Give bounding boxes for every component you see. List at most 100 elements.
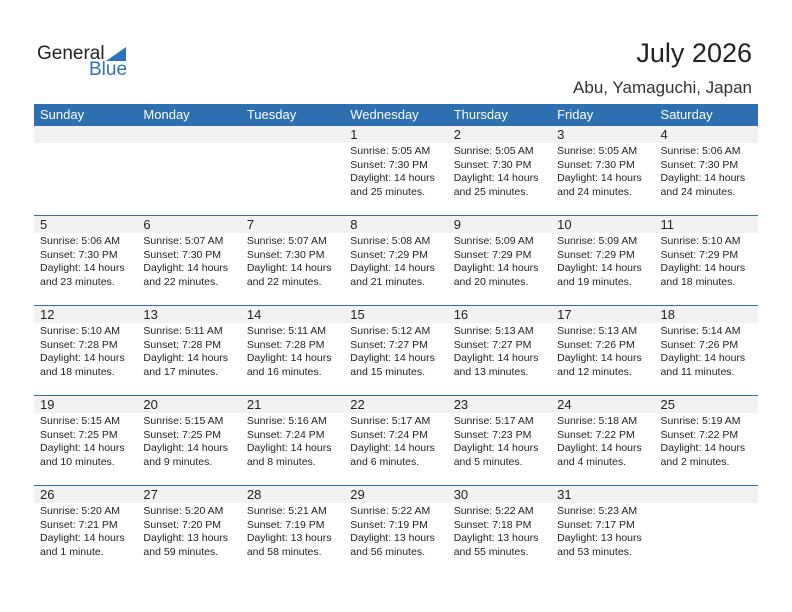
- daylight1-text: Daylight: 14 hours: [557, 262, 642, 274]
- daylight1-text: Daylight: 14 hours: [557, 442, 642, 454]
- day-number: 18: [654, 306, 758, 323]
- day-info: Sunrise: 5:10 AM Sunset: 7:29 PM Daylight:…: [655, 233, 758, 289]
- sunset-text: Sunset: 7:18 PM: [453, 518, 532, 531]
- page-title: July 2026: [636, 38, 752, 68]
- day-number: [240, 126, 345, 143]
- day-number: 2: [447, 126, 552, 143]
- weekday-tuesday: Tuesday: [246, 107, 297, 122]
- weekday-wednesday: Wednesday: [350, 107, 419, 122]
- daylight2-text: and 24 minutes.: [660, 185, 736, 198]
- day-cell: 21 Sunrise: 5:16 AM Sunset: 7:24 PM Dayligh…: [240, 396, 345, 485]
- day-info: Sunrise: 5:05 AM Sunset: 7:30 PM Daylight:…: [551, 143, 654, 199]
- day-number: 10: [551, 216, 655, 233]
- daylight1-text: Daylight: 14 hours: [350, 262, 435, 274]
- sunset-text: Sunset: 7:19 PM: [350, 518, 428, 531]
- sunrise-text: Sunrise: 5:15 AM: [143, 415, 224, 427]
- day-number: 24: [551, 396, 655, 413]
- sunset-text: Sunset: 7:30 PM: [350, 158, 428, 171]
- daylight2-text: and 6 minutes.: [350, 455, 420, 468]
- daylight1-text: Daylight: 13 hours: [143, 532, 229, 544]
- sunset-text: Sunset: 7:29 PM: [453, 248, 532, 261]
- day-info: Sunrise: 5:07 AM Sunset: 7:30 PM Daylight:…: [137, 233, 240, 289]
- sunset-text: Sunset: 7:30 PM: [246, 248, 325, 261]
- daylight1-text: Daylight: 14 hours: [557, 172, 642, 184]
- sunset-text: Sunset: 7:22 PM: [557, 428, 635, 441]
- day-cell: 7 Sunrise: 5:07 AM Sunset: 7:30 PM Daylight…: [240, 216, 345, 305]
- daylight2-text: and 10 minutes.: [40, 455, 115, 468]
- sunrise-text: Sunrise: 5:11 AM: [143, 325, 223, 337]
- day-number: 22: [344, 396, 448, 413]
- weekday-sunday: Sunday: [40, 107, 85, 122]
- day-cell: 1 Sunrise: 5:05 AM Sunset: 7:30 PM Daylight…: [344, 126, 448, 215]
- sunset-text: Sunset: 7:29 PM: [557, 248, 635, 261]
- day-cell: 2 Sunrise: 5:05 AM Sunset: 7:30 PM Daylight…: [447, 126, 552, 215]
- daylight2-text: and 16 minutes.: [246, 365, 322, 378]
- day-number: 5: [34, 216, 138, 233]
- day-number: 12: [34, 306, 138, 323]
- day-number: 17: [551, 306, 655, 323]
- daylight2-text: and 24 minutes.: [557, 185, 632, 198]
- day-number: [654, 486, 758, 503]
- day-info: Sunrise: 5:17 AM Sunset: 7:23 PM Daylight:…: [448, 413, 551, 469]
- daylight2-text: and 58 minutes.: [246, 545, 322, 558]
- sunset-text: Sunset: 7:27 PM: [453, 338, 532, 351]
- calendar: Sunday Monday Tuesday Wednesday Thursday Frid…: [34, 104, 758, 576]
- day-cell: 16 Sunrise: 5:13 AM Sunset: 7:27 PM Dayligh…: [447, 306, 552, 395]
- day-info: Sunrise: 5:15 AM Sunset: 7:25 PM Daylight:…: [34, 413, 137, 469]
- sunrise-text: Sunrise: 5:17 AM: [453, 415, 534, 427]
- day-info: Sunrise: 5:13 AM Sunset: 7:27 PM Daylight:…: [448, 323, 551, 379]
- day-cell: 28 Sunrise: 5:21 AM Sunset: 7:19 PM Dayligh…: [240, 486, 345, 576]
- daylight1-text: Daylight: 14 hours: [40, 442, 125, 454]
- day-info: Sunrise: 5:06 AM Sunset: 7:30 PM Daylight:…: [34, 233, 137, 289]
- day-info: Sunrise: 5:20 AM Sunset: 7:20 PM Daylight:…: [137, 503, 240, 559]
- week-row: 12 Sunrise: 5:10 AM Sunset: 7:28 PM Dayligh…: [34, 306, 758, 396]
- day-cell: 31 Sunrise: 5:23 AM Sunset: 7:17 PM Dayligh…: [551, 486, 655, 576]
- day-info: Sunrise: 5:09 AM Sunset: 7:29 PM Daylight:…: [448, 233, 551, 289]
- daylight1-text: Daylight: 14 hours: [246, 352, 332, 364]
- day-number: 3: [551, 126, 655, 143]
- day-cell: 3 Sunrise: 5:05 AM Sunset: 7:30 PM Daylight…: [551, 126, 655, 215]
- day-number: 21: [240, 396, 345, 413]
- day-info: Sunrise: 5:08 AM Sunset: 7:29 PM Daylight:…: [344, 233, 447, 289]
- sunset-text: Sunset: 7:22 PM: [660, 428, 739, 441]
- sunrise-text: Sunrise: 5:16 AM: [246, 415, 327, 427]
- sunrise-text: Sunrise: 5:19 AM: [660, 415, 741, 427]
- day-number: 29: [344, 486, 448, 503]
- day-cell: 25 Sunrise: 5:19 AM Sunset: 7:22 PM Dayligh…: [654, 396, 758, 485]
- day-number: 1: [344, 126, 448, 143]
- calendar-body: 1 Sunrise: 5:05 AM Sunset: 7:30 PM Daylight…: [34, 126, 758, 576]
- empty-cell: [137, 126, 241, 215]
- daylight2-text: and 1 minute.: [40, 545, 104, 558]
- daylight2-text: and 18 minutes.: [660, 275, 736, 288]
- daylight2-text: and 2 minutes.: [660, 455, 730, 468]
- empty-cell: [654, 486, 758, 576]
- daylight2-text: and 17 minutes.: [143, 365, 219, 378]
- sunrise-text: Sunrise: 5:21 AM: [246, 505, 327, 517]
- daylight2-text: and 12 minutes.: [557, 365, 632, 378]
- day-cell: 6 Sunrise: 5:07 AM Sunset: 7:30 PM Daylight…: [137, 216, 241, 305]
- sunset-text: Sunset: 7:21 PM: [40, 518, 118, 531]
- day-cell: 4 Sunrise: 5:06 AM Sunset: 7:30 PM Daylight…: [654, 126, 758, 215]
- sunset-text: Sunset: 7:24 PM: [246, 428, 325, 441]
- sunrise-text: Sunrise: 5:20 AM: [143, 505, 224, 517]
- week-row: 1 Sunrise: 5:05 AM Sunset: 7:30 PM Daylight…: [34, 126, 758, 216]
- day-info: Sunrise: 5:16 AM Sunset: 7:24 PM Daylight:…: [241, 413, 344, 469]
- daylight1-text: Daylight: 14 hours: [453, 442, 539, 454]
- daylight2-text: and 18 minutes.: [40, 365, 115, 378]
- sunrise-text: Sunrise: 5:13 AM: [453, 325, 534, 337]
- sunset-text: Sunset: 7:29 PM: [660, 248, 739, 261]
- sunset-text: Sunset: 7:19 PM: [246, 518, 325, 531]
- logo-text-general: General: [37, 43, 105, 64]
- sunset-text: Sunset: 7:24 PM: [350, 428, 428, 441]
- daylight2-text: and 4 minutes.: [557, 455, 626, 468]
- sunset-text: Sunset: 7:26 PM: [557, 338, 635, 351]
- day-number: 30: [447, 486, 552, 503]
- weekday-header: Sunday Monday Tuesday Wednesday Thursday Frid…: [34, 104, 758, 126]
- day-number: 31: [551, 486, 655, 503]
- day-number: 23: [447, 396, 552, 413]
- daylight2-text: and 56 minutes.: [350, 545, 425, 558]
- weekday-friday: Friday: [557, 107, 594, 122]
- empty-cell: [240, 126, 345, 215]
- day-number: 6: [137, 216, 241, 233]
- day-number: 26: [34, 486, 138, 503]
